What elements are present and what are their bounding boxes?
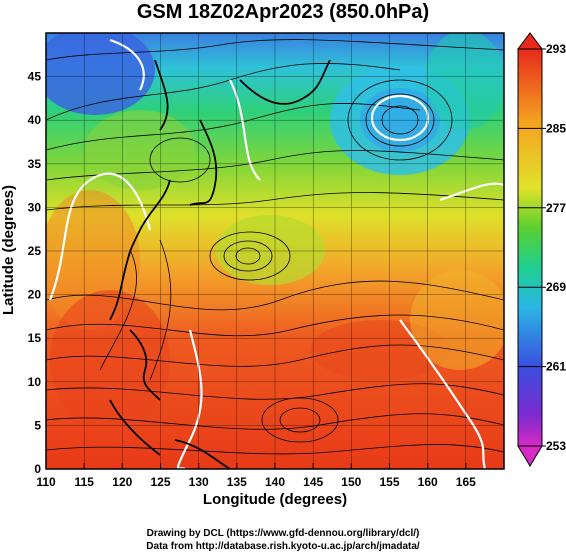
x-tick-label: 160 — [418, 475, 438, 489]
x-tick-label: 140 — [265, 475, 285, 489]
chart-title: GSM 18Z02Apr2023 (850.0hPa) — [136, 1, 430, 23]
credit-data: Data from http://database.rish.kyoto-u.a… — [146, 541, 420, 552]
colorbar-label: 261 — [546, 360, 566, 374]
x-tick-label: 145 — [303, 475, 323, 489]
y-tick-label: 15 — [28, 331, 42, 345]
grid — [46, 33, 504, 469]
x-tick-label: 130 — [189, 475, 209, 489]
credit-drawing: Drawing by DCL (https://www.gfd-dennou.o… — [146, 528, 420, 539]
x-ticks — [45, 463, 467, 469]
colorbar-label: 293 — [546, 42, 566, 56]
y-tick-label: 35 — [28, 157, 42, 171]
x-tick-label: 135 — [227, 475, 247, 489]
x-tick-label: 165 — [456, 475, 476, 489]
temperature-field — [46, 33, 504, 469]
x-tick-label: 115 — [75, 475, 95, 489]
y-tick-label: 40 — [28, 113, 42, 127]
y-tick-label: 0 — [34, 462, 41, 476]
y-tick-label: 45 — [28, 70, 42, 84]
x-tick-label: 120 — [112, 475, 132, 489]
x-tick-label: 125 — [150, 475, 170, 489]
colorbar-top-arrow — [517, 32, 543, 50]
y-tick-label: 20 — [28, 288, 42, 302]
colorbar-bar — [517, 48, 543, 447]
x-axis-label: Longitude (degrees) — [202, 491, 348, 508]
x-tick-labels: 110 115 120 125 130 135 140 145 150 155 … — [36, 475, 476, 489]
y-tick-label: 25 — [28, 244, 42, 258]
x-tick-label: 110 — [36, 475, 56, 489]
colorbar-label: 277 — [546, 201, 566, 215]
colorbar-label: 269 — [546, 280, 566, 294]
y-tick-label: 5 — [34, 418, 41, 432]
coastlines — [109, 59, 331, 469]
colorbar-label: 253 — [546, 439, 566, 453]
y-axis-label: Latitude (degrees) — [0, 184, 17, 316]
colorbar-bottom-arrow — [517, 445, 543, 467]
x-tick-label: 155 — [379, 475, 399, 489]
colorbar: 293 285 277 269 261 253 — [517, 32, 566, 467]
x-tick-label: 150 — [341, 475, 361, 489]
y-tick-label: 30 — [28, 200, 42, 214]
colorbar-label: 285 — [546, 121, 566, 135]
y-tick-label: 10 — [28, 375, 42, 389]
contours — [48, 38, 504, 469]
y-tick-labels: 0 5 10 15 20 25 30 35 40 45 — [28, 70, 42, 476]
